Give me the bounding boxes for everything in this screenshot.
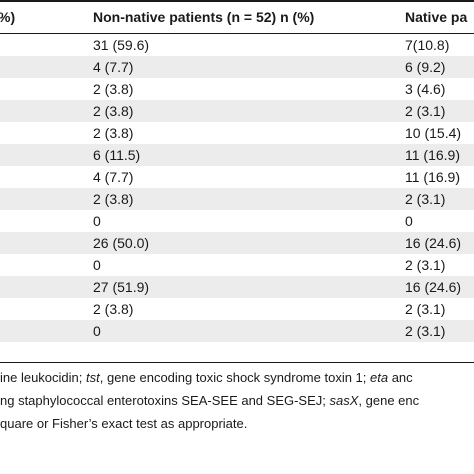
- cell-non-native: 0: [93, 257, 101, 273]
- cell-non-native: 2 (3.8): [93, 81, 134, 97]
- table-row: 2 (3.8) 2 (3.1): [0, 298, 474, 320]
- table-top-rule: [0, 0, 474, 2]
- cell-non-native: 0: [93, 323, 101, 339]
- footnote-text: , gene enc: [358, 393, 420, 408]
- table-row: 2 (3.8) 2 (3.1): [0, 188, 474, 210]
- table-row: 2 (3.8) 2 (3.1): [0, 100, 474, 122]
- cell-native: 2 (3.1): [405, 257, 446, 273]
- table-row: 2 (3.8) 3 (4.6): [0, 78, 474, 100]
- cell-non-native: 31 (59.6): [93, 37, 150, 53]
- cell-native: 7(10.8): [405, 37, 450, 53]
- table-row: 4 (7.7) 6 (9.2): [0, 56, 474, 78]
- header-truncated-column: %): [0, 9, 16, 25]
- cell-native: 10 (15.4): [405, 125, 462, 141]
- table-row: 27 (51.9) 16 (24.6): [0, 276, 474, 298]
- cell-non-native: 2 (3.8): [93, 191, 134, 207]
- header-rule: [0, 33, 474, 34]
- cell-native: 6 (9.2): [405, 59, 446, 75]
- table-row: 31 (59.6) 7(10.8): [0, 34, 474, 56]
- cell-non-native: 2 (3.8): [93, 301, 134, 317]
- footnote-gene-name: eta: [370, 370, 389, 385]
- cell-native: 2 (3.1): [405, 323, 446, 339]
- cell-native: 16 (24.6): [405, 235, 462, 251]
- footnote-text: quare or Fisher’s exact test as appropri…: [0, 416, 248, 431]
- cell-non-native: 27 (51.9): [93, 279, 150, 295]
- footnote-text: ine leukocidin;: [0, 370, 86, 385]
- header-non-native-patients: Non-native patients (n = 52) n (%): [93, 9, 315, 25]
- cell-non-native: 4 (7.7): [93, 169, 134, 185]
- cell-non-native: 6 (11.5): [93, 147, 141, 163]
- table-header-row: %) Non-native patients (n = 52) n (%) Na…: [0, 0, 474, 33]
- cell-native: 16 (24.6): [405, 279, 462, 295]
- footnote-text: , gene encoding toxic shock syndrome tox…: [99, 370, 370, 385]
- footnote-line-1: ine leukocidin; tst, gene encoding toxic…: [0, 366, 474, 389]
- footnote-gene-name: tst: [86, 370, 100, 385]
- cell-non-native: 2 (3.8): [93, 125, 134, 141]
- table-row: 0 2 (3.1): [0, 320, 474, 342]
- cell-native: 3 (4.6): [405, 81, 446, 97]
- cell-non-native: 26 (50.0): [93, 235, 150, 251]
- cell-non-native: 2 (3.8): [93, 103, 134, 119]
- footnote-line-2: ng staphylococcal enterotoxins SEA-SEE a…: [0, 389, 474, 412]
- footnote-line-3: quare or Fisher’s exact test as appropri…: [0, 412, 474, 435]
- cell-native: 11 (16.9): [405, 169, 460, 185]
- table-bottom-rule: [0, 362, 474, 363]
- header-native-patients: Native pa: [405, 9, 468, 25]
- footnote-text: anc: [388, 370, 413, 385]
- cell-native: 2 (3.1): [405, 301, 446, 317]
- footnote-gene-name: sasX: [329, 393, 359, 408]
- table-row: 26 (50.0) 16 (24.6): [0, 232, 474, 254]
- cell-native: 2 (3.1): [405, 191, 446, 207]
- cell-native: 0: [405, 213, 413, 229]
- cell-non-native: 0: [93, 213, 101, 229]
- table-row: 4 (7.7) 11 (16.9): [0, 166, 474, 188]
- cell-native: 11 (16.9): [405, 147, 460, 163]
- table-row: 6 (11.5) 11 (16.9): [0, 144, 474, 166]
- table-row: 0 2 (3.1): [0, 254, 474, 276]
- cell-non-native: 4 (7.7): [93, 59, 134, 75]
- footnote-text: ng staphylococcal enterotoxins SEA-SEE a…: [0, 393, 330, 408]
- table-row: 2 (3.8) 10 (15.4): [0, 122, 474, 144]
- cell-native: 2 (3.1): [405, 103, 446, 119]
